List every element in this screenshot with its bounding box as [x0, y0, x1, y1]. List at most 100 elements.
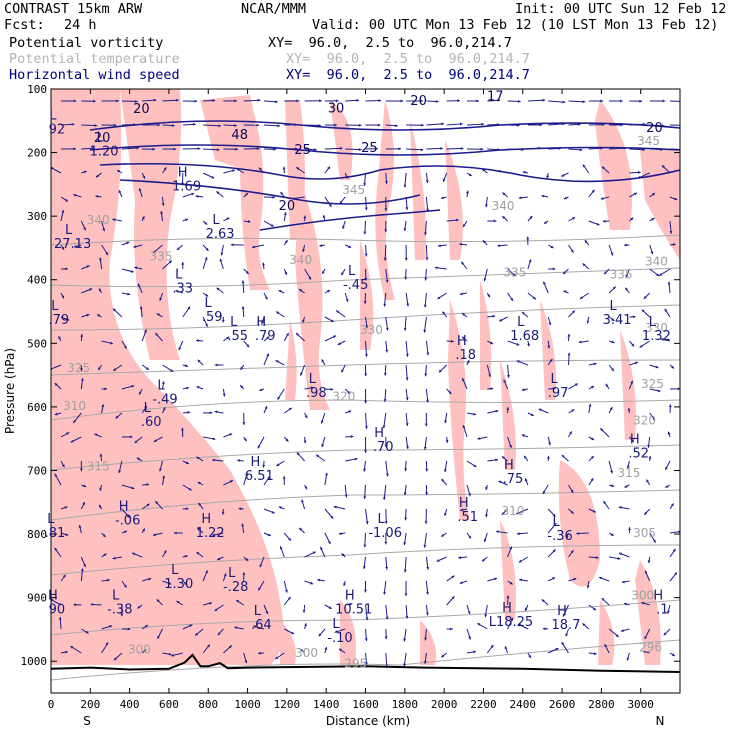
wind-contour-label: 20	[133, 102, 150, 117]
wind-arrow	[182, 554, 188, 558]
wind-arrow	[568, 148, 583, 152]
wind-arrow	[299, 648, 305, 654]
wind-arrow	[403, 628, 407, 642]
wind-arrow	[230, 243, 244, 247]
pv-extremum-type: H	[459, 496, 469, 511]
wind-arrow	[506, 595, 510, 606]
pv-extremum-type: L	[230, 315, 238, 330]
wind-arrow	[384, 172, 388, 184]
wind-arrow	[162, 98, 179, 102]
wind-arrow	[344, 172, 348, 179]
wind-arrow	[547, 522, 557, 534]
wind-arrow	[521, 388, 528, 392]
wind-arrow	[223, 479, 234, 486]
pv-extremum-type: H	[653, 588, 663, 603]
wind-arrow	[345, 148, 362, 151]
wind-arrow	[669, 572, 678, 582]
wind-arrow	[90, 603, 102, 606]
wind-arrow	[582, 263, 590, 270]
wind-arrow	[99, 453, 103, 462]
theta-contour-lines	[51, 234, 680, 681]
wind-arrow	[141, 216, 145, 222]
wind-arrow	[162, 147, 177, 151]
wind-arrow	[243, 220, 251, 223]
theta-contour-label: 300	[631, 589, 654, 603]
wind-arrow	[603, 268, 610, 275]
wind-arrow	[263, 292, 268, 300]
wind-arrow	[561, 641, 569, 654]
pv-extremum: H1.69	[172, 166, 201, 195]
wind-arrow	[542, 484, 549, 495]
pv-extremum-value: .55	[227, 329, 248, 344]
wind-arrow	[440, 196, 447, 200]
wind-arrow	[345, 602, 353, 606]
wind-arrow	[219, 258, 224, 270]
wind-arrow	[641, 309, 651, 318]
wind-arrow	[425, 244, 429, 261]
wind-arrow	[283, 332, 290, 342]
wind-arrow	[320, 546, 326, 558]
wind-arrow	[275, 652, 285, 660]
wind-arrow	[499, 316, 508, 322]
wind-arrow	[445, 436, 449, 443]
wind-arrow	[516, 508, 529, 515]
wind-arrow	[60, 431, 70, 438]
wind-arrow	[202, 256, 208, 270]
x-tick-label: 3000	[627, 698, 654, 711]
wind-arrow	[608, 532, 614, 537]
wind-arrow	[240, 364, 245, 371]
wind-arrow	[283, 532, 292, 542]
wind-arrow	[404, 508, 408, 521]
x-axis-title: Distance (km)	[326, 714, 410, 728]
wind-arrow	[629, 340, 635, 347]
wind-arrow	[97, 364, 103, 371]
wind-arrow	[99, 484, 103, 492]
wind-arrow	[458, 556, 468, 560]
pv-extremum-type: H	[374, 426, 384, 441]
wind-arrow	[461, 312, 468, 318]
x-tick-label: 2600	[549, 698, 576, 711]
wind-arrow	[462, 220, 468, 228]
pv-extremum-value: 3.41	[603, 313, 632, 328]
wind-arrow	[216, 556, 224, 561]
wind-arrow	[384, 220, 388, 233]
wind-arrow	[216, 191, 224, 198]
pv-extremum-type: L	[144, 401, 152, 416]
wind-arrow	[364, 436, 368, 453]
wind-arrow	[138, 188, 143, 198]
wind-arrow	[629, 192, 638, 198]
wind-arrow	[601, 597, 610, 606]
wind-arrow	[141, 172, 146, 179]
wind-arrow	[365, 604, 369, 621]
wind-arrow	[507, 123, 520, 127]
wind-arrow	[626, 652, 630, 661]
theta-contour-label: 296	[639, 641, 662, 655]
wind-arrow	[461, 336, 468, 342]
wind-arrow	[221, 316, 225, 323]
wind-arrow	[383, 292, 387, 307]
wind-arrow	[101, 340, 114, 345]
y-tick-label: 600	[27, 401, 47, 414]
pv-extremum: H.18	[455, 334, 476, 363]
wind-arrow	[547, 436, 551, 446]
pv-extremum-value: -.36	[547, 529, 572, 544]
pv-extremum: L-.38	[107, 588, 132, 617]
wind-arrow	[487, 98, 500, 102]
wind-arrow	[518, 196, 528, 200]
wind-arrow	[324, 289, 331, 294]
wind-arrow	[608, 340, 615, 344]
wind-arrow	[324, 166, 331, 174]
pv-extremum-type: H	[457, 334, 467, 349]
wind-arrow	[196, 386, 204, 390]
wind-arrow	[364, 196, 368, 211]
wind-arrow	[338, 532, 346, 536]
wind-arrow	[322, 214, 326, 222]
wind-arrow	[466, 359, 470, 366]
pv-extremum-value: .1	[656, 602, 668, 617]
wind-arrow	[444, 412, 448, 424]
theta-contour-label: 330	[645, 321, 668, 335]
wind-arrow	[142, 577, 152, 582]
wind-arrow	[385, 147, 402, 151]
pv-extremum-value: .51	[457, 510, 478, 525]
wind-arrow	[296, 452, 305, 462]
